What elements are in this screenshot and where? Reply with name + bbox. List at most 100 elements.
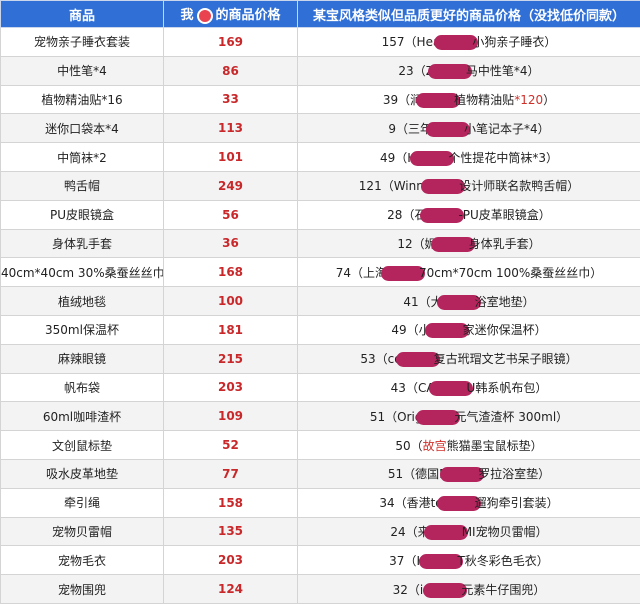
item-cell: 宠物亲子睡衣套装 [1, 28, 164, 57]
header-cell: 某宝风格类似但品质更好的商品价格（没找低价同款） [298, 1, 640, 28]
price-cell: 77 [164, 459, 298, 488]
item-cell: 身体乳手套 [1, 229, 164, 258]
price-cell: 181 [164, 315, 298, 344]
note-text: 34（香港to [379, 496, 442, 510]
item-cell: 植物精油贴*16 [1, 85, 164, 114]
note-text: 51（Orig [370, 410, 423, 424]
note-text: 43（CA [391, 381, 435, 395]
price-cell: 249 [164, 171, 298, 200]
item-cell: 植绒地毯 [1, 287, 164, 316]
note-text: 复古玳瑁文艺书呆子眼镜） [434, 352, 578, 366]
price-cell: 33 [164, 85, 298, 114]
note-text: 50（ [395, 439, 422, 453]
item-cell: 帆布袋 [1, 373, 164, 402]
price-cell: 101 [164, 143, 298, 172]
price-cell: 56 [164, 200, 298, 229]
price-cell: 169 [164, 28, 298, 57]
item-cell: 文创鼠标垫 [1, 431, 164, 460]
item-cell: PU皮眼镜盒 [1, 200, 164, 229]
header-text: 我 [180, 8, 193, 23]
price-cell: 124 [164, 575, 298, 604]
note-text: 121（Winni [359, 179, 427, 193]
item-cell: 中筒袜*2 [1, 143, 164, 172]
note-text: 51（德国F [388, 467, 446, 481]
note-text: 157（Hea [382, 35, 441, 49]
note-text: U韩系帆布包） [467, 381, 548, 395]
item-cell: 鸭舌帽 [1, 171, 164, 200]
note-cell: 51（德国F 罗拉浴室垫） [298, 459, 640, 488]
note-text: 熊猫墨宝鼠标垫） [447, 439, 543, 453]
price-cell: 100 [164, 287, 298, 316]
icon [197, 8, 213, 24]
note-text: 个性提花中筒袜*3） [448, 151, 558, 165]
note-cell: 50（故宫熊猫墨宝鼠标垫） [298, 431, 640, 460]
price-cell: 86 [164, 56, 298, 85]
item-cell: 宠物围兜 [1, 575, 164, 604]
note-text: T秋冬彩色毛衣） [457, 554, 548, 568]
item-cell: 宠物贝雷帽 [1, 517, 164, 546]
item-cell: 350ml保温杯 [1, 315, 164, 344]
price-cell: 135 [164, 517, 298, 546]
note-text: 74（上海 [336, 266, 387, 280]
note-cell: 74（上海 70cm*70cm 100%桑蚕丝丝巾） [298, 258, 640, 287]
header-text: 的商品价格 [216, 8, 281, 23]
note-cell: 39（涧植物精油贴*120） [298, 85, 640, 114]
item-cell: 40cm*40cm 30%桑蚕丝丝巾 [1, 258, 164, 287]
note-cell: 49（小家迷你保温杯） [298, 315, 640, 344]
note-text: -PU皮革眼镜盒） [458, 208, 550, 222]
note-text: ） [543, 93, 555, 107]
note-text: 遛狗牵引套装） [475, 496, 559, 510]
note-text: 浴室地垫） [475, 295, 535, 309]
note-cell: 9（三年小笔记本子*4） [298, 114, 640, 143]
note-cell: 41（大浴室地垫） [298, 287, 640, 316]
price-cell: 168 [164, 258, 298, 287]
price-cell: 113 [164, 114, 298, 143]
price-cell: 203 [164, 546, 298, 575]
note-cell: 51（Orig 元气渣渣杯 300ml） [298, 402, 640, 431]
price-cell: 158 [164, 488, 298, 517]
price-cell: 36 [164, 229, 298, 258]
note-cell: 28（石-PU皮革眼镜盒） [298, 200, 640, 229]
note-cell: 12（妮身体乳手套） [298, 229, 640, 258]
note-text: 元气渣渣杯 300ml） [454, 410, 568, 424]
item-cell: 中性笔*4 [1, 56, 164, 85]
note-text: *120 [514, 93, 543, 107]
price-cell: 109 [164, 402, 298, 431]
item-cell: 宠物毛衣 [1, 546, 164, 575]
price-cell: 215 [164, 344, 298, 373]
price-cell: 52 [164, 431, 298, 460]
note-text: 马中性笔*4） [466, 64, 540, 78]
note-text: 罗拉浴室垫） [478, 467, 550, 481]
note-text: 小狗亲子睡衣） [472, 35, 556, 49]
note-text: 家迷你保温杯） [463, 323, 547, 337]
note-text: 故宫 [423, 439, 447, 453]
item-cell: 牵引绳 [1, 488, 164, 517]
item-cell: 吸水皮革地垫 [1, 459, 164, 488]
note-text: 小笔记本子*4） [464, 122, 550, 136]
note-text: 70cm*70cm 100%桑蚕丝丝巾） [419, 266, 602, 280]
